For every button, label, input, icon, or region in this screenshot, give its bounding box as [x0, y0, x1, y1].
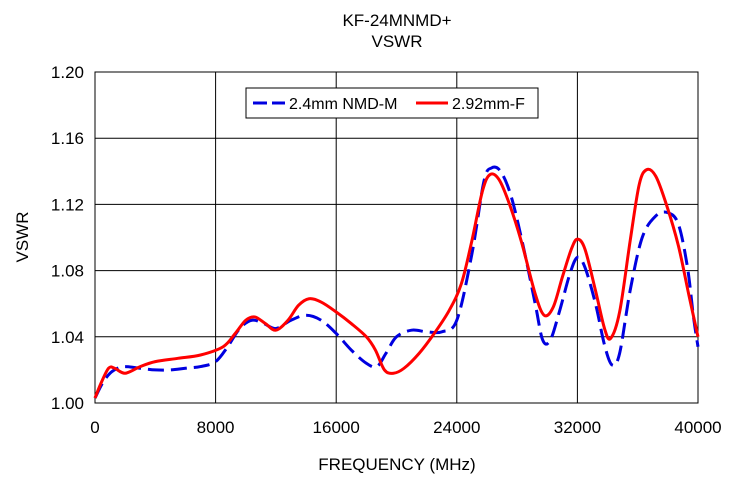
x-tick-label: 24000 [433, 418, 480, 437]
y-tick-label: 1.00 [51, 394, 84, 413]
gridlines [95, 72, 698, 403]
x-tick-label: 32000 [554, 418, 601, 437]
plot-area-frame [94, 71, 699, 404]
y-tick-label: 1.08 [51, 262, 84, 281]
chart-subtitle: VSWR [372, 32, 423, 51]
chart-title: KF-24MNMD+ [342, 11, 451, 30]
legend-label-nmd-m: 2.4mm NMD-M [289, 96, 397, 113]
x-tick-labels: 0 8000 16000 24000 32000 40000 [90, 418, 721, 437]
y-tick-label: 1.16 [51, 129, 84, 148]
y-tick-labels: 1.00 1.04 1.08 1.12 1.16 1.20 [51, 63, 84, 413]
y-tick-label: 1.20 [51, 63, 84, 82]
x-tick-label: 16000 [313, 418, 360, 437]
series-layer [93, 165, 700, 399]
x-axis-label: FREQUENCY (MHz) [318, 455, 475, 474]
series-line-292-f [93, 167, 700, 399]
x-tick-label: 8000 [197, 418, 235, 437]
y-tick-label: 1.04 [51, 328, 84, 347]
legend-box [245, 87, 539, 119]
x-tick-label: 0 [90, 418, 99, 437]
y-tick-label: 1.12 [51, 195, 84, 214]
legend: 2.4mm NMD-M 2.92mm-F [245, 87, 539, 119]
y-axis-label: VSWR [13, 212, 32, 263]
x-tick-label: 40000 [674, 418, 721, 437]
legend-label-292-f: 2.92mm-F [452, 96, 525, 113]
